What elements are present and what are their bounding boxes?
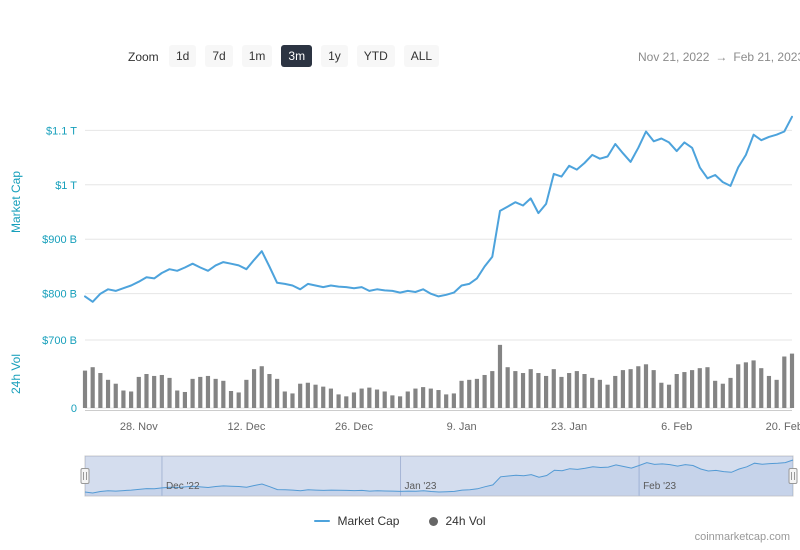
zoom-button-ytd[interactable]: YTD: [356, 45, 395, 67]
zoom-buttons: 1d 7d 1m 3m 1y YTD ALL: [169, 45, 440, 67]
legend-item-24h-vol[interactable]: 24h Vol: [429, 514, 486, 528]
x-tick-label: 9. Jan: [447, 421, 477, 433]
x-tick-label: 6. Feb: [661, 421, 692, 433]
zoom-button-1m[interactable]: 1m: [241, 45, 273, 67]
dot-series-symbol-icon: [429, 516, 439, 526]
legend-item-market-cap[interactable]: Market Cap: [314, 514, 399, 528]
navigator-month-label: Feb '23: [643, 481, 676, 492]
main-y-tick-label: $1 T: [55, 180, 77, 192]
volume-bars: [82, 344, 795, 408]
market-cap-series-line: [84, 115, 793, 303]
zoom-label: Zoom: [128, 50, 159, 64]
navigator-series-line: [84, 459, 794, 494]
x-tick-label: 28. Nov: [120, 421, 158, 433]
legend-label: 24h Vol: [445, 514, 486, 528]
x-tick-label: 12. Dec: [227, 421, 265, 433]
navigator-month-label: Dec '22: [166, 481, 200, 492]
legend-label: Market Cap: [337, 514, 400, 528]
date-range: Nov 21, 2022 → Feb 21, 2023: [638, 50, 800, 64]
volume-y-tick-label: 0: [71, 403, 77, 415]
volume-axis-title: 24h Vol: [9, 354, 23, 394]
main-y-tick-label: $800 B: [42, 289, 77, 301]
price-volume-chart: $1.1 T $1 T $900 B $800 B $700 B 0 Market Cap 2…: [9, 115, 800, 433]
zoom-button-all[interactable]: ALL: [403, 45, 440, 67]
navigator[interactable]: Dec '22 Jan '23 Feb '23: [80, 454, 800, 500]
navigator-month-label: Jan '23: [405, 481, 437, 492]
x-axis-labels: 28. Nov 12. Dec 26. Dec 9. Jan 23. Jan 6. Feb…: [120, 421, 800, 433]
navigator-selection-mask[interactable]: [85, 456, 793, 496]
watermark: coinmarketcap.com: [694, 531, 790, 543]
zoom-button-1y[interactable]: 1y: [321, 45, 348, 67]
main-y-tick-label: $1.1 T: [46, 125, 77, 137]
range-selector-toolbar: Zoom 1d 7d 1m 3m 1y YTD ALL Nov 21, 2022 → Feb 2…: [0, 44, 800, 70]
navigator-left-handle[interactable]: [80, 468, 90, 484]
navigator-right-handle[interactable]: [788, 468, 798, 484]
main-axis-title: Market Cap: [9, 171, 23, 233]
date-from-input[interactable]: Nov 21, 2022: [638, 50, 710, 64]
x-tick-label: 26. Dec: [335, 421, 373, 433]
x-tick-label: 23. Jan: [551, 421, 587, 433]
x-tick-label: 20. Feb: [766, 421, 800, 433]
date-to-input[interactable]: Feb 21, 2023: [733, 50, 800, 64]
navigator-labels: Dec '22 Jan '23 Feb '23: [166, 481, 677, 492]
volume-y-tick-label: $700 B: [42, 335, 77, 347]
legend: Market Cap 24h Vol: [0, 514, 800, 528]
main-y-tick-label: $900 B: [42, 234, 77, 246]
main-gridlines: $1.1 T $1 T $900 B $800 B: [42, 125, 792, 301]
zoom-button-7d[interactable]: 7d: [205, 45, 233, 67]
line-series-symbol-icon: [314, 520, 331, 522]
zoom-button-3m[interactable]: 3m: [281, 45, 313, 67]
zoom-button-1d[interactable]: 1d: [169, 45, 197, 67]
navigator-series-area: [85, 460, 793, 495]
date-range-arrow-icon: →: [715, 50, 728, 64]
navigator-gridlines: [161, 456, 640, 496]
